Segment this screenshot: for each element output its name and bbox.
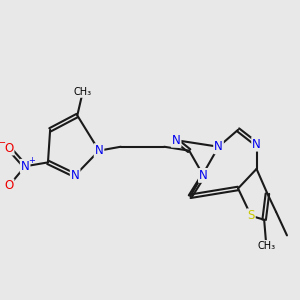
Text: N: N [21,160,29,173]
Text: N: N [199,169,208,182]
Text: N: N [172,134,181,147]
Text: S: S [248,209,255,222]
Text: CH₃: CH₃ [257,241,275,251]
Text: N: N [252,138,261,151]
Text: O: O [4,142,14,154]
Text: N: N [71,169,80,182]
Text: N: N [94,144,103,157]
Text: CH₃: CH₃ [74,87,92,97]
Text: +: + [28,156,35,165]
Text: −: − [0,138,7,148]
Text: N: N [214,140,223,153]
Text: O: O [4,179,14,192]
